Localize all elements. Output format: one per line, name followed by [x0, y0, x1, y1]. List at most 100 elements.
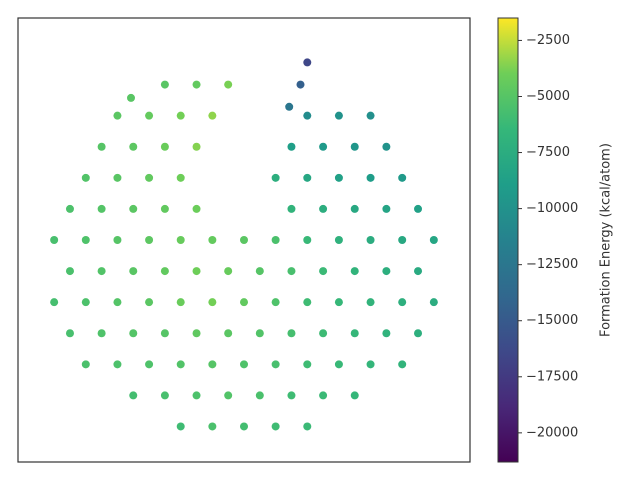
- point: [287, 204, 296, 213]
- point: [303, 58, 312, 67]
- point: [176, 360, 185, 369]
- point: [382, 329, 391, 338]
- point: [129, 204, 138, 213]
- point: [414, 329, 423, 338]
- point: [319, 204, 328, 213]
- point: [287, 329, 296, 338]
- point: [398, 236, 407, 244]
- point: [127, 93, 135, 102]
- point: [334, 173, 343, 182]
- colorbar-tick-label: −20000: [526, 425, 578, 440]
- point: [65, 204, 74, 213]
- point: [334, 111, 343, 120]
- point: [81, 298, 90, 307]
- point: [160, 142, 169, 151]
- point: [97, 267, 106, 276]
- point: [50, 298, 59, 307]
- point: [382, 142, 391, 151]
- point: [303, 111, 312, 120]
- point: [192, 204, 201, 213]
- point: [240, 422, 248, 431]
- point: [129, 391, 138, 400]
- point: [303, 422, 312, 431]
- point: [145, 298, 154, 307]
- point: [176, 111, 185, 120]
- point: [319, 267, 328, 276]
- point: [303, 173, 312, 182]
- point: [398, 298, 407, 307]
- point: [382, 267, 391, 276]
- point: [255, 391, 264, 400]
- point: [81, 173, 90, 182]
- point: [129, 267, 138, 276]
- point: [192, 267, 201, 276]
- colorbar-tick-label: −2500: [526, 33, 570, 48]
- colorbar-tick-label: −5000: [526, 89, 570, 104]
- point: [350, 204, 359, 213]
- point: [287, 267, 296, 276]
- point: [350, 329, 359, 338]
- point: [350, 142, 359, 151]
- point: [113, 236, 122, 244]
- point: [81, 236, 90, 244]
- point: [240, 236, 248, 244]
- point: [81, 360, 90, 369]
- point: [224, 267, 233, 276]
- point: [303, 298, 312, 307]
- point: [350, 267, 359, 276]
- point: [255, 329, 264, 338]
- point: [334, 360, 343, 369]
- colorbar-tick-label: −12500: [526, 257, 578, 272]
- point: [129, 142, 138, 151]
- point: [334, 298, 343, 307]
- point: [271, 360, 280, 369]
- point: [160, 80, 169, 89]
- point: [208, 422, 217, 431]
- point: [271, 298, 280, 307]
- point: [287, 142, 296, 151]
- point: [398, 173, 407, 182]
- point: [65, 267, 74, 276]
- point: [334, 236, 343, 244]
- point: [271, 422, 280, 431]
- point: [160, 391, 169, 400]
- point: [350, 391, 359, 400]
- point: [192, 142, 201, 151]
- point: [113, 360, 122, 369]
- point: [176, 236, 185, 244]
- point: [319, 391, 328, 400]
- point: [303, 360, 312, 369]
- point: [129, 329, 138, 338]
- colorbar-tick-label: −7500: [526, 145, 570, 160]
- point: [176, 422, 185, 431]
- point: [160, 329, 169, 338]
- point: [366, 173, 375, 182]
- point: [145, 173, 154, 182]
- point: [414, 267, 423, 276]
- point: [414, 204, 423, 213]
- point: [271, 236, 280, 244]
- point: [145, 360, 154, 369]
- point: [366, 360, 375, 369]
- point: [224, 80, 233, 89]
- point: [285, 102, 294, 111]
- point: [366, 236, 375, 244]
- point: [192, 329, 201, 338]
- point: [160, 267, 169, 276]
- point: [97, 142, 106, 151]
- point: [97, 204, 106, 213]
- point: [429, 236, 438, 244]
- point: [255, 267, 264, 276]
- point: [303, 236, 312, 244]
- point: [429, 298, 438, 307]
- point: [113, 298, 122, 307]
- point: [160, 204, 169, 213]
- point: [208, 360, 217, 369]
- colorbar-tick-label: −10000: [526, 201, 578, 216]
- colorbar: [497, 17, 519, 463]
- point: [296, 80, 305, 89]
- point: [113, 111, 122, 120]
- point: [319, 329, 328, 338]
- point: [366, 298, 375, 307]
